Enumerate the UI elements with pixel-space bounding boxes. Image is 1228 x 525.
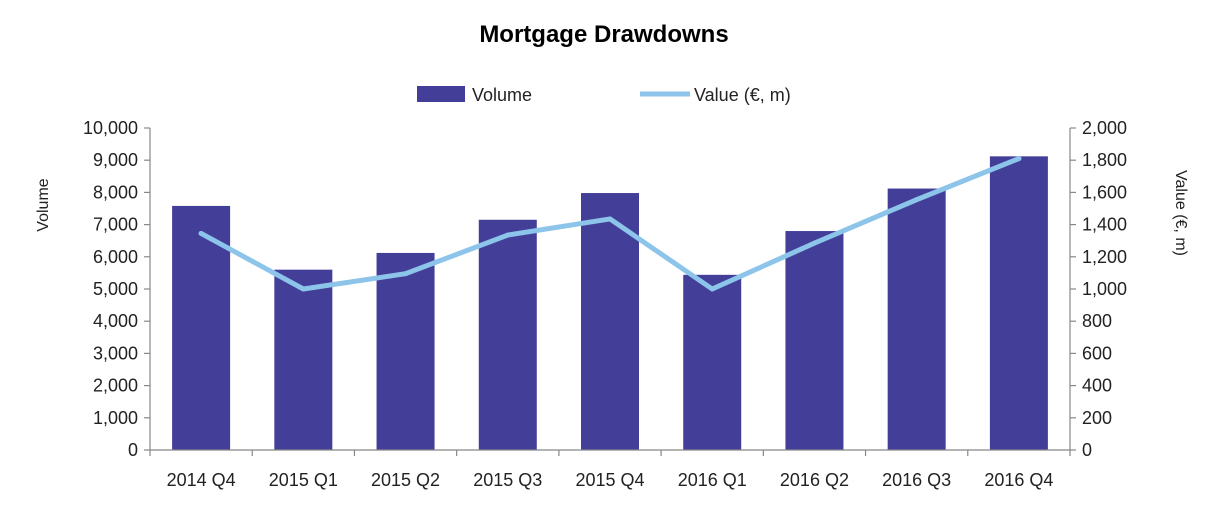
x-tick-label: 2014 Q4 [167,470,236,490]
legend-label-volume: Volume [472,85,532,105]
y-tick-label-right: 1,000 [1082,279,1127,299]
bar-volume [785,231,844,450]
y-tick-label-right: 0 [1082,440,1092,460]
legend-label-value: Value (€, m) [694,85,791,105]
y-tick-label-right: 1,600 [1082,182,1127,202]
x-tick-label: 2015 Q3 [473,470,542,490]
y-tick-label-right: 600 [1082,343,1112,363]
y-tick-label-left: 6,000 [93,247,138,267]
x-tick-label: 2015 Q1 [269,470,338,490]
y-tick-label-right: 200 [1082,408,1112,428]
chart-title: Mortgage Drawdowns [479,21,728,48]
line-point-value [505,232,511,238]
bar-volume [478,219,537,450]
y-tick-label-right: 2,000 [1082,118,1127,138]
y-tick-label-left: 5,000 [93,279,138,299]
y-tick-label-right: 400 [1082,376,1112,396]
y-axis-title-left: Volume [35,178,52,231]
legend-swatch-volume [417,86,465,102]
x-tick-label: 2015 Q2 [371,470,440,490]
y-tick-label-left: 4,000 [93,311,138,331]
x-tick-label: 2016 Q1 [678,470,747,490]
y-tick-label-left: 0 [128,440,138,460]
bar-volume [989,156,1048,450]
line-point-value [300,286,306,292]
x-tick-label: 2015 Q4 [575,470,644,490]
bar-volume [581,193,639,450]
y-tick-label-left: 8,000 [93,182,138,202]
x-tick-label: 2016 Q3 [882,470,951,490]
x-tick-label: 2016 Q4 [984,470,1053,490]
y-tick-label-right: 1,200 [1082,247,1127,267]
y-tick-label-right: 1,400 [1082,215,1127,235]
line-point-value [198,230,204,236]
y-tick-label-left: 7,000 [93,215,138,235]
bar-volume [683,274,742,450]
y-axis-title-right: Value (€, m) [1172,170,1189,256]
line-point-value [811,240,817,246]
x-tick-label: 2016 Q2 [780,470,849,490]
line-point-value [1016,156,1022,162]
y-tick-label-left: 2,000 [93,376,138,396]
line-point-value [403,271,409,277]
bar-volume [887,188,946,450]
y-tick-label-left: 10,000 [83,118,138,138]
bar-volume [376,252,435,450]
y-tick-label-right: 1,800 [1082,150,1127,170]
line-point-value [914,197,920,203]
line-point-value [607,216,613,222]
line-point-value [709,286,715,292]
y-tick-label-left: 1,000 [93,408,138,428]
y-tick-label-left: 9,000 [93,150,138,170]
bar-volume [274,269,333,450]
y-tick-label-left: 3,000 [93,343,138,363]
y-tick-label-right: 800 [1082,311,1112,331]
plot-area: 0 1,000 2,000 3,000 4,000 5,000 6,000 7,000 8,00… [83,118,1127,490]
legend: Volume Value (€, m) [417,85,791,105]
